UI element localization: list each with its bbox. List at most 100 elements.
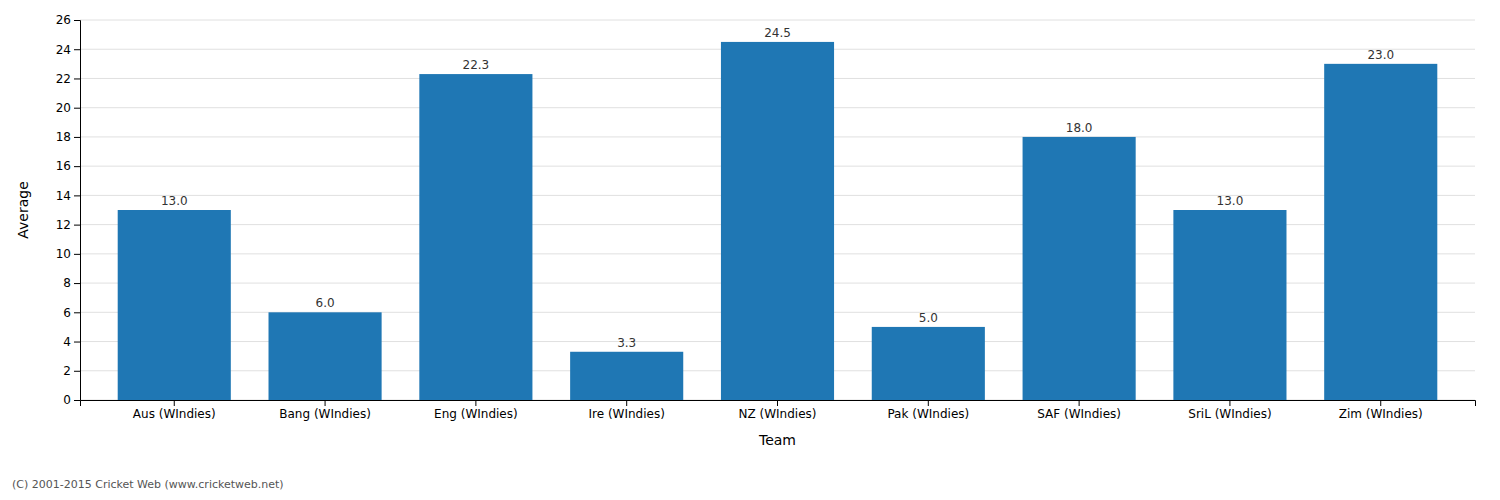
bar [269, 312, 382, 400]
y-tick-label: 24 [56, 43, 71, 57]
y-tick-mark [74, 254, 80, 255]
x-axis-line [81, 401, 1476, 407]
y-tick-mark [74, 166, 80, 167]
y-tick-label: 16 [56, 159, 71, 173]
data-labels: 13.0 6.0 22.3 3.3 24.5 5.0 18.0 13.0 23.0 [161, 26, 1394, 350]
footnote: (C) 2001-2015 Cricket Web (www.cricketwe… [12, 478, 284, 491]
x-tick-label: SAF (WIndies) [1037, 407, 1121, 421]
y-tick-mark [74, 137, 80, 138]
data-label: 6.0 [316, 296, 335, 310]
data-label: 24.5 [764, 26, 791, 40]
plot-area [118, 42, 1438, 400]
y-tick-label: 18 [56, 130, 71, 144]
y-tick-label: 20 [56, 101, 71, 115]
y-axis-line [74, 21, 81, 401]
y-tick: 2 [63, 364, 80, 378]
y-tick: 0 [63, 393, 80, 407]
y-tick-mark [74, 342, 80, 343]
x-tick: Aus (WIndies) [133, 400, 216, 421]
y-tick-label: 10 [56, 247, 71, 261]
y-tick-label: 12 [56, 218, 71, 232]
y-tick-label: 6 [63, 306, 71, 320]
bar [419, 74, 532, 400]
y-tick: 10 [56, 247, 80, 261]
x-tick-label: Eng (WIndies) [434, 407, 518, 421]
x-tick-mark [928, 400, 929, 406]
x-tick: Zim (WIndies) [1339, 400, 1423, 421]
y-tick: 22 [56, 72, 80, 86]
x-tick-label: Zim (WIndies) [1339, 407, 1423, 421]
y-tick-mark [74, 195, 80, 196]
x-tick: Ire (WIndies) [589, 400, 665, 421]
y-tick-label: 2 [63, 364, 71, 378]
bar [1324, 64, 1437, 400]
x-tick: Eng (WIndies) [434, 400, 518, 421]
y-tick: 8 [63, 276, 80, 290]
bar [1173, 210, 1286, 400]
x-tick-mark [1380, 400, 1381, 406]
y-tick: 20 [56, 101, 80, 115]
x-tick-label: Aus (WIndies) [133, 407, 216, 421]
x-tick-mark [1079, 400, 1080, 406]
x-tick-mark [325, 400, 326, 406]
data-label: 18.0 [1066, 121, 1093, 135]
x-tick: Pak (WIndies) [887, 400, 969, 421]
x-tick-label: NZ (WIndies) [739, 407, 817, 421]
x-tick: NZ (WIndies) [739, 400, 817, 421]
y-tick-mark [74, 108, 80, 109]
data-label: 22.3 [463, 58, 490, 72]
x-axis-title: Team [758, 432, 796, 448]
y-tick-mark [74, 225, 80, 226]
y-tick-mark [74, 312, 80, 313]
y-tick: 6 [63, 306, 80, 320]
y-tick-label: 4 [63, 335, 71, 349]
y-tick-label: 0 [63, 393, 71, 407]
y-tick: 14 [56, 189, 80, 203]
y-tick-mark [74, 400, 80, 401]
x-tick: SAF (WIndies) [1037, 400, 1121, 421]
x-tick-mark [1229, 400, 1230, 406]
data-label: 3.3 [617, 336, 636, 350]
y-tick-mark [74, 49, 80, 50]
bar [721, 42, 834, 400]
y-tick-label: 22 [56, 72, 71, 86]
x-tick-mark [777, 400, 778, 406]
y-tick-label: 14 [56, 189, 71, 203]
bar [1023, 137, 1136, 400]
y-tick-mark [74, 283, 80, 284]
x-tick-mark [475, 400, 476, 406]
y-tick-mark [74, 78, 80, 79]
data-label: 13.0 [1217, 194, 1244, 208]
y-tick-label: 26 [56, 13, 71, 27]
data-label: 5.0 [919, 311, 938, 325]
y-axis-title: Average [15, 181, 31, 239]
grid-line [80, 20, 1475, 21]
bar [118, 210, 231, 400]
y-tick: 24 [56, 43, 80, 57]
data-label: 23.0 [1367, 48, 1394, 62]
x-tick: Bang (WIndies) [279, 400, 371, 421]
x-tick-label: Ire (WIndies) [589, 407, 665, 421]
bar [872, 327, 985, 400]
chart-svg: Aus (WIndies) Bang (WIndies) Eng (WIndies)… [0, 0, 1500, 500]
y-tick: 18 [56, 130, 80, 144]
y-tick-mark [74, 371, 80, 372]
bar [570, 352, 683, 400]
y-tick-label: 8 [63, 276, 71, 290]
x-tick-label: Pak (WIndies) [887, 407, 969, 421]
data-label: 13.0 [161, 194, 188, 208]
y-tick-mark [74, 20, 80, 21]
y-tick: 26 [56, 13, 80, 27]
x-tick-mark [174, 400, 175, 406]
y-tick: 12 [56, 218, 80, 232]
x-tick: SriL (WIndies) [1188, 400, 1271, 421]
x-tick-label: Bang (WIndies) [279, 407, 371, 421]
grid [80, 20, 1475, 400]
chart-container: Aus (WIndies) Bang (WIndies) Eng (WIndies)… [0, 0, 1500, 500]
y-tick: 4 [63, 335, 80, 349]
y-axis: 02468101214161820222426 [56, 13, 81, 407]
y-tick: 16 [56, 159, 80, 173]
x-tick-label: SriL (WIndies) [1188, 407, 1271, 421]
x-tick-mark [626, 400, 627, 406]
x-axis: Aus (WIndies) Bang (WIndies) Eng (WIndies)… [81, 400, 1476, 421]
